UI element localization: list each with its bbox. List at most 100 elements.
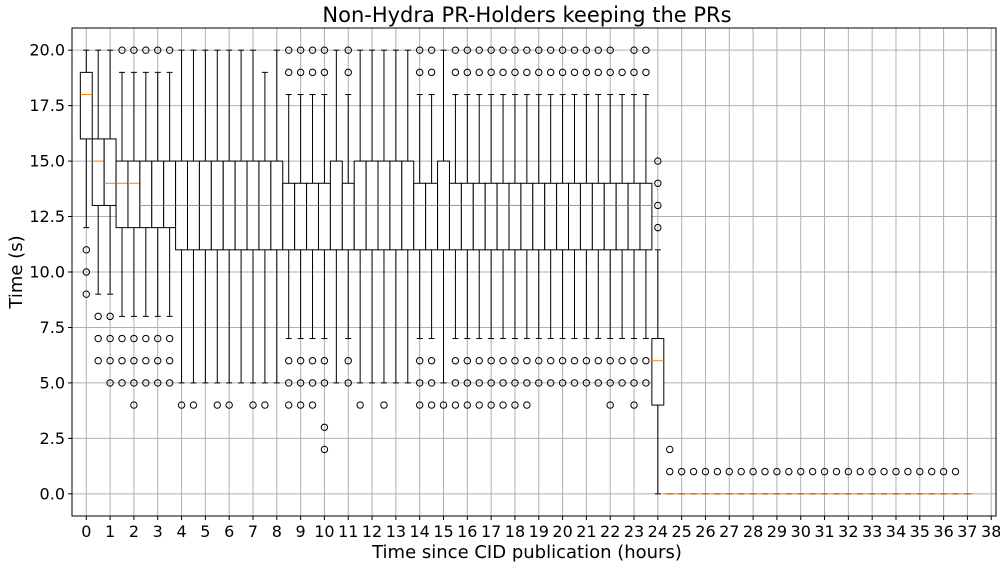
box-plot	[854, 467, 867, 495]
outlier-point	[499, 68, 507, 77]
outlier-point	[558, 357, 567, 365]
x-tick-label: 30	[791, 522, 811, 541]
outlier-point	[427, 379, 436, 387]
box-plot	[139, 46, 153, 387]
box-iqr	[508, 182, 522, 251]
box-plot	[306, 46, 319, 409]
box-iqr	[448, 182, 462, 251]
outlier-point	[142, 357, 150, 365]
box-plot	[282, 46, 296, 409]
outlier-point	[594, 46, 602, 54]
outlier-point	[546, 379, 555, 387]
outlier-point	[463, 379, 472, 387]
box-plot	[115, 46, 129, 387]
outlier-point	[344, 46, 352, 54]
outlier-point	[415, 401, 424, 409]
outlier-point	[106, 357, 114, 365]
outlier-point	[797, 467, 805, 476]
box-plot	[639, 46, 653, 387]
box-plot	[794, 467, 807, 495]
box-plot	[91, 49, 105, 365]
outlier-point	[487, 46, 495, 54]
box-iqr	[425, 182, 439, 251]
outlier-point	[546, 68, 555, 77]
box-plot	[103, 49, 117, 387]
outlier-point	[499, 379, 507, 387]
box-plot	[937, 467, 950, 495]
x-tick-label: 17	[481, 522, 501, 541]
x-tick-label: 6	[224, 522, 234, 541]
outlier-point	[558, 379, 567, 387]
outlier-point	[749, 467, 757, 476]
outlier-point	[594, 357, 602, 365]
box-iqr	[472, 182, 486, 251]
box-plot	[579, 46, 593, 387]
box-iqr	[139, 160, 153, 229]
outlier-point	[308, 68, 317, 77]
outlier-point	[249, 401, 257, 409]
outlier-point	[642, 379, 650, 387]
outlier-point	[285, 46, 293, 54]
outlier-point	[535, 46, 543, 54]
outlier-point	[165, 379, 174, 387]
box-iqr	[413, 182, 427, 251]
outlier-point	[582, 379, 591, 387]
box-iqr	[115, 160, 129, 229]
outlier-point	[427, 401, 436, 409]
outlier-point	[511, 357, 519, 365]
box-plot	[901, 467, 914, 495]
outlier-point	[427, 357, 436, 365]
outlier-point	[308, 46, 317, 54]
box-iqr	[544, 182, 558, 251]
outlier-point	[118, 334, 126, 343]
outlier-point	[82, 246, 90, 254]
box-plot	[782, 467, 795, 495]
x-tick-label: 36	[933, 522, 953, 541]
outlier-point	[523, 68, 531, 77]
x-tick-label: 33	[862, 522, 882, 541]
box-plot	[806, 467, 819, 495]
outlier-point	[535, 379, 543, 387]
box-plot	[520, 46, 534, 409]
outlier-point	[296, 401, 305, 409]
box-iqr	[484, 182, 498, 251]
outlier-point	[475, 401, 483, 409]
outlier-point	[511, 68, 519, 77]
outlier-point	[499, 401, 507, 409]
outlier-point	[654, 179, 662, 187]
x-tick-label: 13	[386, 522, 406, 541]
outlier-point	[415, 68, 424, 77]
outlier-point	[939, 467, 948, 476]
outlier-point	[856, 467, 864, 476]
outlier-point	[725, 467, 733, 476]
outlier-point	[118, 357, 126, 365]
outlier-point	[499, 46, 507, 54]
outlier-point	[320, 379, 329, 387]
outlier-point	[415, 379, 424, 387]
box-plot	[341, 46, 355, 387]
outlier-point	[415, 46, 424, 54]
box-iqr	[79, 71, 93, 140]
x-tick-label: 0	[81, 522, 91, 541]
x-tick-label: 35	[910, 522, 930, 541]
x-tick-label: 38	[981, 522, 1000, 541]
outlier-point	[785, 467, 793, 476]
box-plot	[568, 46, 581, 387]
box-plot	[389, 49, 403, 384]
box-iqr	[294, 182, 308, 251]
outlier-point	[535, 357, 543, 365]
x-tick-label: 31	[814, 522, 834, 541]
box-iqr	[163, 160, 177, 229]
box-plot	[532, 46, 546, 387]
box-plot	[925, 467, 938, 495]
box-iqr	[103, 138, 117, 206]
box-iqr	[603, 182, 617, 251]
box-plot	[210, 49, 224, 409]
chart-title: Non-Hydra PR-Holders keeping the PRs	[322, 3, 731, 27]
outlier-point	[356, 401, 364, 409]
outlier-point	[94, 312, 102, 321]
x-tick-label: 2	[129, 522, 139, 541]
outlier-point	[130, 357, 138, 365]
outlier-point	[130, 46, 138, 54]
